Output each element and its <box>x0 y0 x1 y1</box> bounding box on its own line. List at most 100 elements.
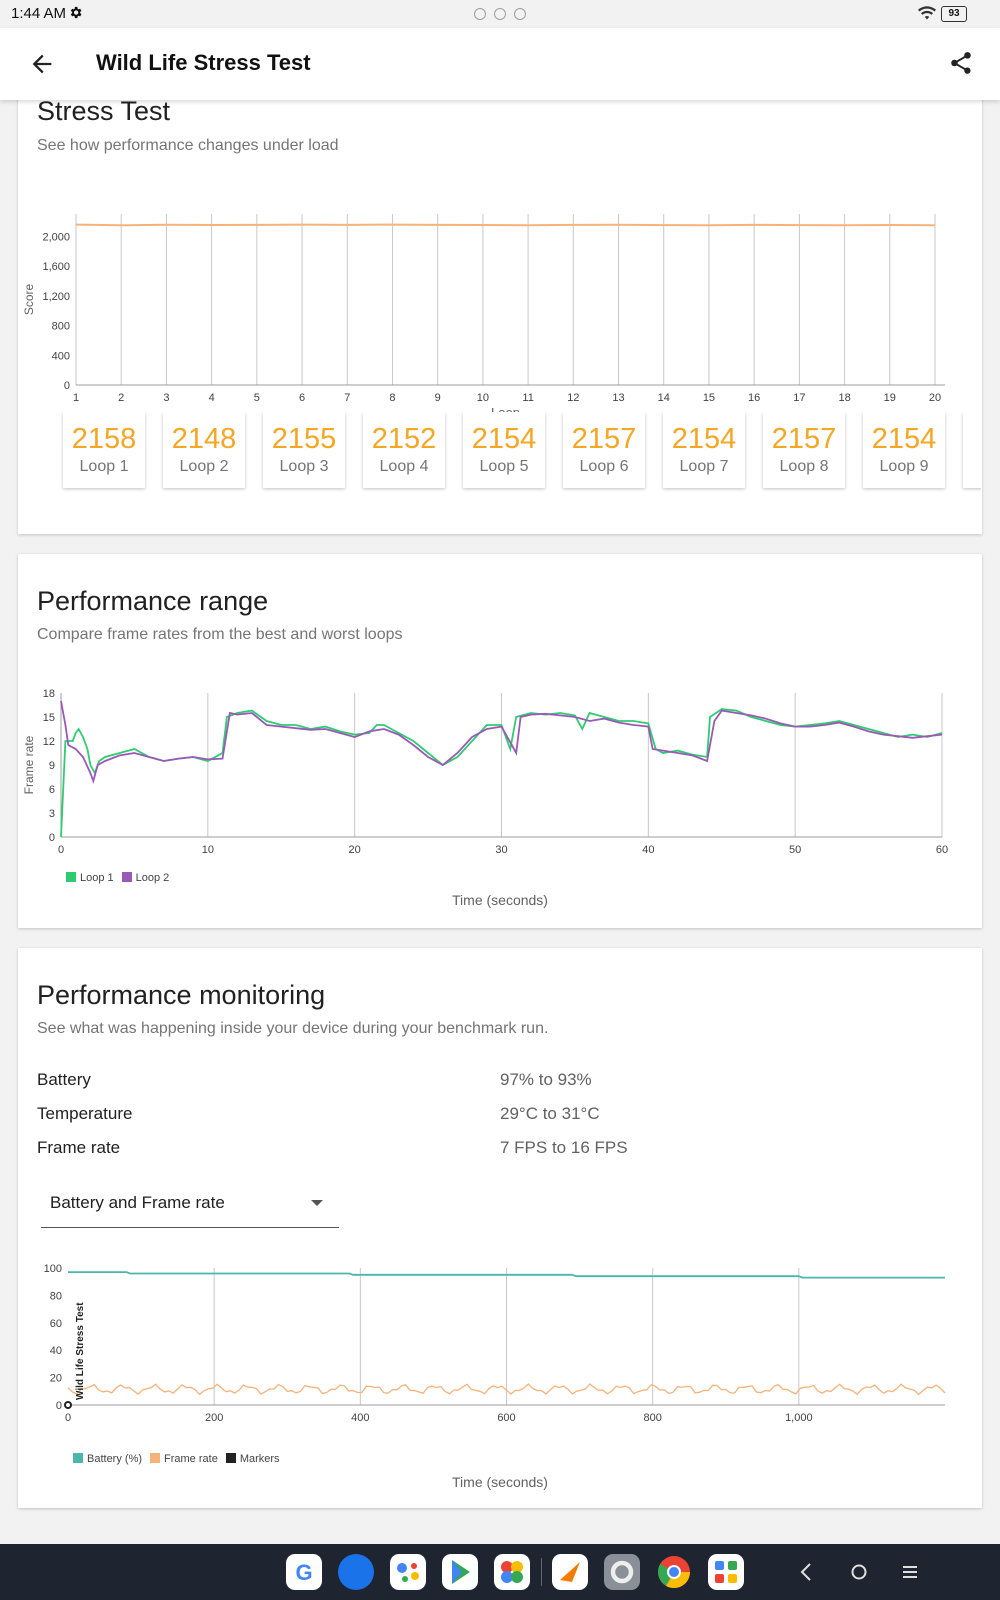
y-axis-label: Frame rate <box>22 735 36 794</box>
x-tick-label: 50 <box>789 844 801 856</box>
legend-item-loop-2: Loop 2 <box>121 872 169 884</box>
loop-card-8[interactable]: 2157 Loop 8 <box>763 412 845 488</box>
x-tick-label: 14 <box>658 392 670 404</box>
page-title: Wild Life Stress Test <box>96 50 311 75</box>
x-tick-label: 1 <box>73 392 79 404</box>
monitoring-xlabel: Time (seconds) <box>452 1474 548 1490</box>
loop-card-10[interactable]: 2L <box>963 412 981 488</box>
loop-card-9[interactable]: 2154 Loop 9 <box>863 412 945 488</box>
loop-label: Loop 1 <box>79 458 129 475</box>
app-drawer-icon[interactable] <box>708 1554 744 1590</box>
performance-range-subtitle: Compare frame rates from the best and wo… <box>37 626 403 643</box>
back-arrow-icon[interactable] <box>28 50 56 78</box>
loop-card-6[interactable]: 2157 Loop 6 <box>563 412 645 488</box>
loop-card-1[interactable]: 2158 Loop 1 <box>63 412 145 488</box>
x-tick-label: 19 <box>884 392 896 404</box>
legend-item-frame-rate: Frame rate <box>150 1453 218 1465</box>
stress-test-title: Stress Test <box>37 96 171 126</box>
nav-home-icon[interactable] <box>850 1560 868 1584</box>
frame-rate-range-legend: Loop 1 Loop 2 <box>66 872 169 884</box>
legend-label: Battery (%) <box>87 1453 143 1465</box>
y-tick-label: 40 <box>50 1345 62 1357</box>
y-tick-label: 12 <box>43 736 55 748</box>
legend-item-battery: Battery (%) <box>73 1453 142 1465</box>
y-tick-label: 100 <box>44 1263 62 1275</box>
stress-test-card: Stress Test See how performance changes … <box>18 90 982 534</box>
loop-card-7[interactable]: 2154 Loop 7 <box>663 412 745 488</box>
x-tick-label: 400 <box>351 1412 369 1424</box>
loop-label: Loop 9 <box>879 458 929 475</box>
x-tick-label: 800 <box>643 1412 661 1424</box>
performance-monitoring-subtitle: See what was happening inside your devic… <box>37 1020 549 1037</box>
loop-score: 2154 <box>671 423 737 455</box>
stat-label: Frame rate <box>37 1138 121 1157</box>
x-tick-label: 10 <box>477 392 489 404</box>
marker-point <box>64 1401 72 1409</box>
y-tick-label: 2,000 <box>42 231 70 243</box>
wifi-icon <box>918 6 936 20</box>
loop-score: 2 <box>963 423 981 456</box>
x-tick-label: 8 <box>389 392 395 404</box>
x-tick-label: 15 <box>703 392 715 404</box>
x-tick-label: 1,000 <box>785 1412 813 1424</box>
performance-range-card: Performance range Compare frame rates fr… <box>18 554 982 928</box>
loop-card-5[interactable]: 2154 Loop 5 <box>463 412 545 488</box>
loop-scores-list[interactable]: 2158 Loop 1 2148 Loop 2 2155 Loop 3 2152 Loo… <box>45 412 981 492</box>
loop-score: 2154 <box>871 423 937 455</box>
app-bar: Wild Life Stress Test <box>0 28 1000 100</box>
loop-label: Loop 8 <box>779 458 829 475</box>
chrome-app-icon[interactable] <box>656 1554 692 1590</box>
dropdown-selected-value: Battery and Frame rate <box>50 1193 225 1212</box>
battery-frame-rate-chart: 0 200 400 600 800 1,000 0 20 40 60 80 100 Wild Life … <box>44 1263 946 1424</box>
loop-card-3[interactable]: 2155 Loop 3 <box>263 412 345 488</box>
nav-back-icon[interactable] <box>798 1560 814 1584</box>
loop-score: 2148 <box>171 423 237 455</box>
y-tick-label: 80 <box>50 1290 62 1302</box>
series-line-loop-1 <box>60 708 943 838</box>
stat-value: 97% to 93% <box>500 1070 592 1089</box>
y-tick-label: 60 <box>50 1318 62 1330</box>
x-tick-label: 18 <box>838 392 850 404</box>
loop-card-4[interactable]: 2152 Loop 4 <box>363 412 445 488</box>
x-tick-label: 10 <box>202 844 214 856</box>
loop-label: Loop 5 <box>479 458 529 475</box>
y-tick-label: 3 <box>49 808 55 820</box>
x-tick-label: 600 <box>497 1412 515 1424</box>
x-tick-label: 20 <box>349 844 361 856</box>
x-tick-label: 17 <box>793 392 805 404</box>
loop-score: 2157 <box>771 423 837 455</box>
loop-label: Loop 2 <box>179 458 229 475</box>
battery-series-line <box>68 1271 945 1279</box>
x-tick-label: 6 <box>299 392 305 404</box>
y-tick-label: 18 <box>43 688 55 700</box>
frame-rate-range-xlabel: Time (seconds) <box>452 892 548 908</box>
loop-score: 2155 <box>271 423 337 455</box>
3dmark-app-icon[interactable] <box>552 1554 588 1590</box>
play-store-icon[interactable] <box>442 1554 478 1590</box>
x-tick-label: 9 <box>435 392 441 404</box>
messages-app-icon[interactable] <box>338 1554 374 1590</box>
nav-recents-icon[interactable] <box>901 1560 919 1584</box>
google-app-icon[interactable]: G <box>286 1554 322 1590</box>
y-tick-label: 400 <box>52 350 70 362</box>
status-time: 1:44 AM <box>11 5 67 22</box>
settings-gear-icon <box>70 6 82 19</box>
legend-label: Markers <box>239 1453 280 1465</box>
photos-app-icon[interactable] <box>494 1554 530 1590</box>
stat-label: Temperature <box>37 1104 133 1123</box>
performance-monitoring-title: Performance monitoring <box>37 980 326 1010</box>
settings-app-icon[interactable] <box>604 1554 640 1590</box>
y-tick-label: 0 <box>64 380 70 392</box>
x-tick-label: 7 <box>344 392 350 404</box>
loop-score: 2157 <box>571 423 637 455</box>
share-icon[interactable] <box>948 50 974 76</box>
legend-item-loop-1: Loop 1 <box>66 872 114 884</box>
system-nav-bar: G <box>0 1544 1000 1600</box>
y-tick-label: 1,200 <box>42 291 70 303</box>
assistant-app-icon[interactable] <box>390 1554 426 1590</box>
performance-monitoring-card: Performance monitoring See what was happ… <box>18 948 982 1508</box>
x-tick-label: 40 <box>642 844 654 856</box>
chart-metric-dropdown[interactable]: Battery and Frame rate <box>41 1178 339 1228</box>
loop-card-2[interactable]: 2148 Loop 2 <box>163 412 245 488</box>
legend-item-markers: Markers <box>225 1453 280 1465</box>
